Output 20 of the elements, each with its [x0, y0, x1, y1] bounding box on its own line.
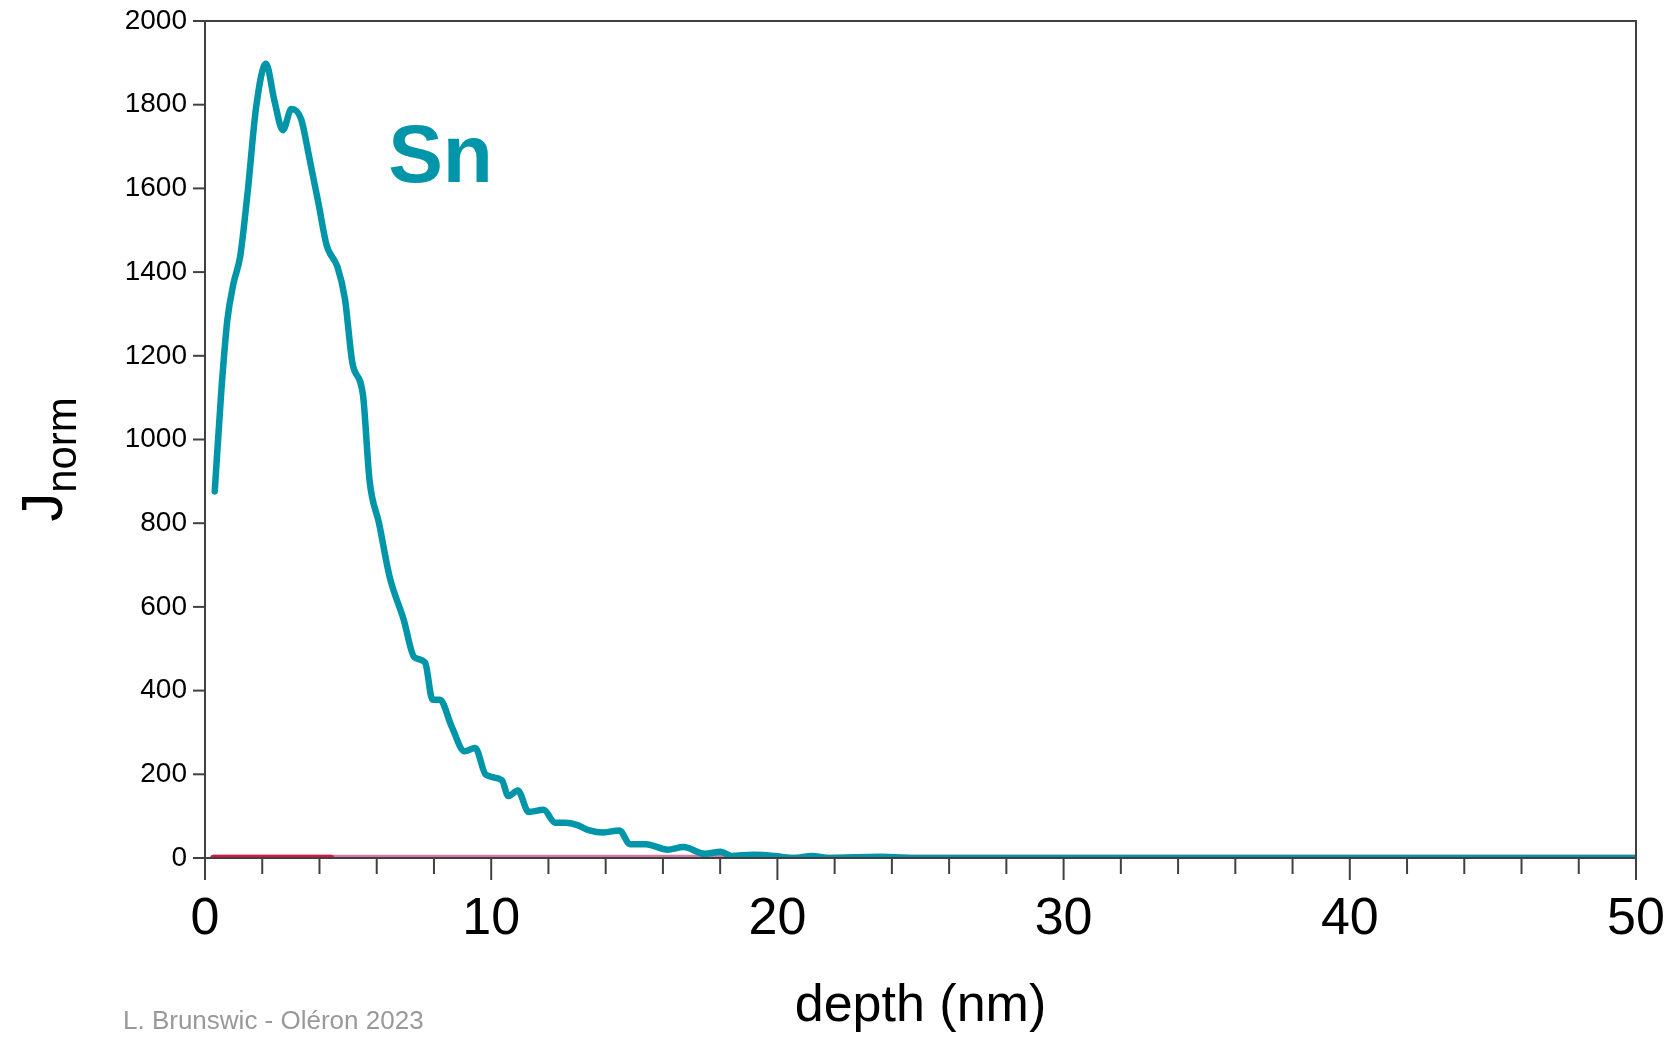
y-tick-label: 1200 — [124, 338, 187, 370]
y-tick-label: 1600 — [124, 171, 187, 203]
x-axis-title: depth (nm) — [794, 974, 1047, 1033]
y-tick-label: 0 — [171, 840, 187, 872]
text: L. Brunswic - Oléron 2023 — [123, 1005, 424, 1036]
x-tick-label: 50 — [1607, 886, 1665, 945]
y-tick-label: 1000 — [124, 422, 187, 454]
y-tick-label: 1800 — [124, 87, 187, 119]
y-tick-label: 800 — [140, 505, 187, 537]
x-tick-label: 10 — [462, 886, 521, 945]
y-tick-label: 600 — [140, 589, 187, 621]
x-tick-label: 30 — [1034, 886, 1093, 945]
x-tick-label: 20 — [748, 886, 807, 945]
series-label: Sn — [388, 107, 493, 199]
y-tick-label: 400 — [140, 673, 187, 705]
y-tick-label: 1400 — [124, 254, 187, 286]
y-tick-label: 200 — [140, 757, 187, 789]
y-axis-title: Jnorm — [9, 397, 85, 522]
y-tick-label: 2000 — [124, 3, 187, 35]
x-tick-label: 40 — [1320, 886, 1379, 945]
